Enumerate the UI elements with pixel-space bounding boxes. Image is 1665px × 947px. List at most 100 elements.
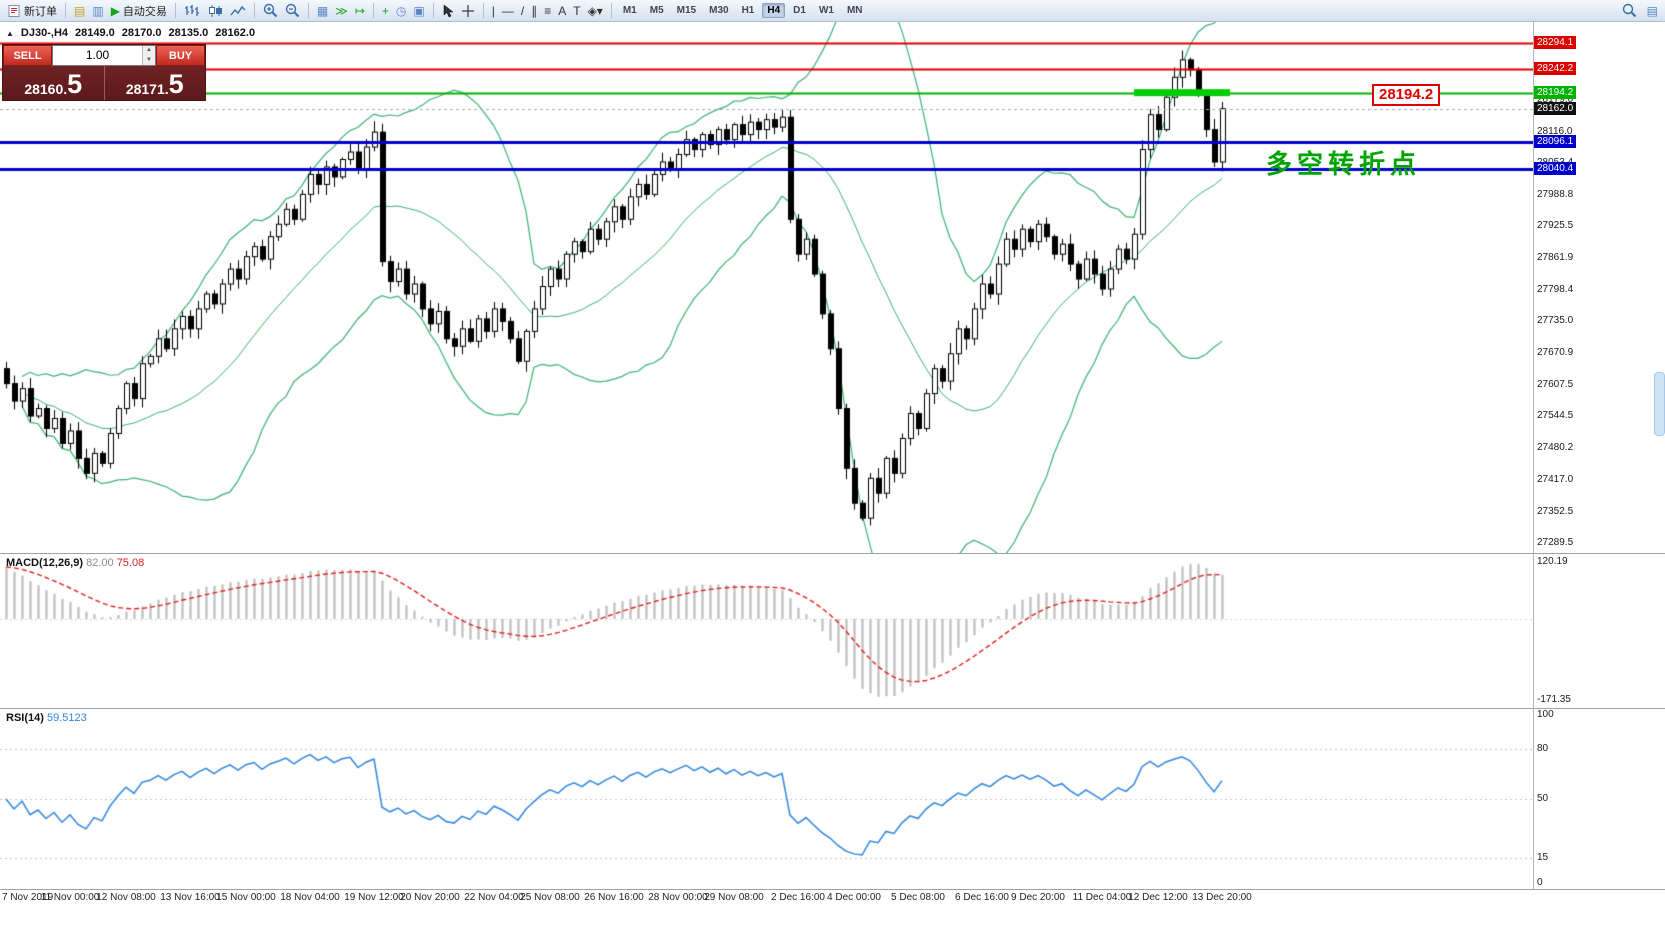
timeframe-h4[interactable]: H4 xyxy=(762,3,786,18)
tile-windows-icon: ▦ xyxy=(316,3,329,18)
macd-label: MACD(12,26,9) 82.00 75.08 xyxy=(6,557,144,569)
time-scale-label: 20 Nov 20:00 xyxy=(400,892,460,903)
timeframe-m30[interactable]: M30 xyxy=(709,5,729,16)
rsi-panel-separator[interactable] xyxy=(0,708,1665,709)
cursor-icon[interactable] xyxy=(439,2,457,20)
price-chart-canvas[interactable] xyxy=(0,22,1533,553)
time-scale-label: 28 Nov 00:00 xyxy=(648,892,708,903)
time-scale-label: 12 Nov 08:00 xyxy=(96,892,156,903)
time-scale-label: 5 Dec 08:00 xyxy=(891,892,945,903)
price-marker-28294-1: 28294.1 xyxy=(1534,35,1577,49)
new-order-button-label: 新订单 xyxy=(24,5,57,18)
volume-decrement-button[interactable]: ▼ xyxy=(143,55,155,65)
crosshair-icon xyxy=(461,4,475,18)
label-icon[interactable]: T xyxy=(570,2,583,20)
sell-price[interactable]: 28160. 5 xyxy=(3,66,104,100)
templates-icon[interactable]: ▣ xyxy=(410,2,427,20)
profiles-icon[interactable]: ▤ xyxy=(71,2,88,20)
timeframe-h1[interactable]: H1 xyxy=(741,5,755,16)
line-chart-icon[interactable] xyxy=(227,2,249,20)
macd-panel-separator[interactable] xyxy=(0,553,1665,554)
timeframe-m15[interactable]: M15 xyxy=(676,5,697,16)
one-click-trading-panel: SELL 1.00 ▲ ▼ BUY 28160. 5 28171. 5 xyxy=(2,44,206,101)
vertical-line-icon[interactable]: | xyxy=(489,2,498,20)
new-order-button[interactable]: 新订单 xyxy=(4,2,60,20)
buy-button[interactable]: BUY xyxy=(156,45,205,66)
data-window-icon: ▥ xyxy=(92,3,104,18)
toolbar-separator xyxy=(65,3,66,18)
periods-icon[interactable]: ◷ xyxy=(393,2,409,20)
price-scale-label: 28179.0 xyxy=(1537,94,1574,106)
indicators-icon[interactable]: + xyxy=(379,2,392,20)
time-scale-label: 11 Nov 00:00 xyxy=(40,892,100,903)
timeframe-w1[interactable]: W1 xyxy=(818,5,834,16)
macd-scale-label: 120.19 xyxy=(1537,556,1568,567)
timeframe-mn[interactable]: MN xyxy=(846,5,863,16)
timeframe-m5[interactable]: M5 xyxy=(649,5,664,16)
time-scale-label: 2 Dec 16:00 xyxy=(771,892,825,903)
label-icon: T xyxy=(573,3,581,18)
high-value: 28170.0 xyxy=(121,27,162,39)
chart-profile-icon[interactable]: ▤ xyxy=(1644,2,1661,20)
rsi-label: RSI(14) 59.5123 xyxy=(6,712,87,724)
sell-button[interactable]: SELL xyxy=(3,45,52,66)
timeframe-d1[interactable]: D1 xyxy=(793,5,806,16)
profiles-icon: ▤ xyxy=(74,3,86,18)
close-value: 28162.0 xyxy=(215,27,256,39)
volume-increment-button[interactable]: ▲ xyxy=(143,46,155,56)
price-scale-label: 27925.5 xyxy=(1537,220,1574,232)
trendline-icon[interactable]: / xyxy=(518,2,527,20)
rsi-canvas[interactable] xyxy=(0,709,1533,889)
price-marker-28162-0: 28162.0 xyxy=(1534,101,1577,115)
rsi-scale-label: 50 xyxy=(1537,793,1549,804)
time-scale-label: 6 Dec 16:00 xyxy=(955,892,1009,903)
auto-trading-button-label: 自动交易 xyxy=(122,5,167,18)
price-scale-label: 27861.9 xyxy=(1537,252,1574,264)
time-scale-label: 12 Dec 12:00 xyxy=(1128,892,1188,903)
search-icon[interactable] xyxy=(1619,2,1640,20)
volume-spinner: ▲ ▼ xyxy=(142,46,155,65)
equidistant-channel-icon[interactable]: ∥ xyxy=(528,2,540,20)
turning-point-annotation[interactable]: 多空转折点 xyxy=(1266,149,1422,179)
time-scale-label: 13 Nov 16:00 xyxy=(160,892,220,903)
buy-price-big-digit: 5 xyxy=(168,69,184,100)
crosshair-icon[interactable] xyxy=(458,2,478,20)
line-chart-icon xyxy=(230,4,246,18)
candlestick-chart-icon[interactable] xyxy=(204,2,226,20)
price-scale-label: 27607.5 xyxy=(1537,378,1574,390)
tile-windows-icon[interactable]: ▦ xyxy=(314,2,331,20)
rsi-scale-label: 100 xyxy=(1537,709,1554,720)
cursor-icon xyxy=(442,3,454,18)
zoom-in-icon[interactable] xyxy=(260,2,281,20)
auto-scroll-icon[interactable]: ≫ xyxy=(332,2,351,20)
auto-trading-icon: ▶ xyxy=(110,3,120,18)
vertical-scrollbar-thumb[interactable] xyxy=(1654,372,1665,436)
auto-trading-button[interactable]: ▶ 自动交易 xyxy=(108,2,170,20)
price-marker-28040-4: 28040.4 xyxy=(1534,162,1577,176)
fibonacci-icon[interactable]: ≡ xyxy=(541,2,554,20)
text-icon[interactable]: A xyxy=(555,2,569,20)
sell-price-big-digit: 5 xyxy=(67,69,83,100)
volume-value[interactable]: 1.00 xyxy=(85,48,110,62)
buy-price[interactable]: 28171. 5 xyxy=(103,66,206,100)
macd-canvas[interactable] xyxy=(0,554,1533,708)
periods-icon: ◷ xyxy=(395,3,407,18)
timeframe-m1[interactable]: M1 xyxy=(622,5,637,16)
bar-chart-icon[interactable] xyxy=(181,2,203,20)
time-scale-label: 26 Nov 16:00 xyxy=(584,892,644,903)
price-tag-28194[interactable]: 28194.2 xyxy=(1372,84,1441,106)
price-scale-label: 27289.5 xyxy=(1537,537,1574,549)
zoom-out-icon[interactable] xyxy=(282,2,303,20)
chart-shift-icon[interactable]: ↦ xyxy=(352,2,368,20)
price-scale-label: 27480.2 xyxy=(1537,442,1574,454)
toolbar-separator xyxy=(610,3,612,18)
new-order-icon xyxy=(7,4,21,18)
one-click-panel-toggle[interactable]: ▲ xyxy=(6,28,14,38)
time-scale-label: 25 Nov 08:00 xyxy=(520,892,580,903)
horizontal-line-icon[interactable]: — xyxy=(499,2,517,20)
data-window-icon[interactable]: ▥ xyxy=(89,2,106,20)
volume-field[interactable]: 1.00 ▲ ▼ xyxy=(52,45,156,66)
chart-shift-icon: ↦ xyxy=(354,3,365,18)
shapes-dropdown-icon[interactable]: ◈▾ xyxy=(585,2,606,20)
